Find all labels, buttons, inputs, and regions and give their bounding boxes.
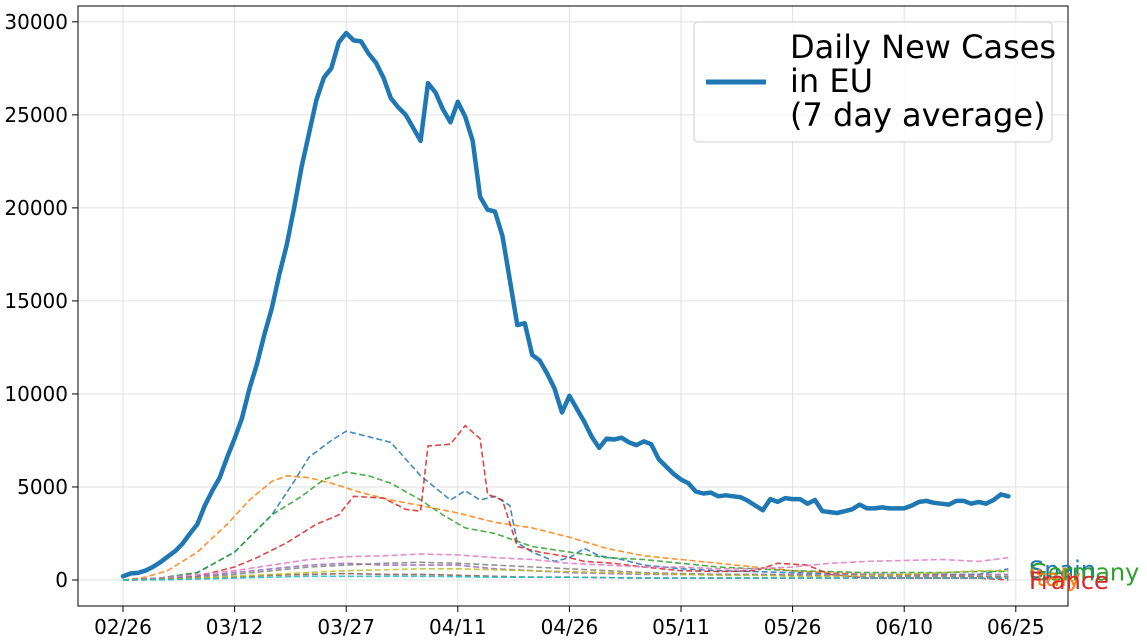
country-series-line: [122, 430, 1009, 581]
x-tick-label: 05/11: [652, 615, 710, 639]
x-tick-label: 02/26: [94, 615, 152, 639]
country-series-line: [122, 471, 1009, 581]
country-series-line: [122, 562, 1009, 581]
end-label: Italy: [1029, 564, 1081, 592]
legend-box: [693, 21, 1053, 143]
country-series-line: [122, 568, 1009, 581]
legend-line-3: (7 day average): [790, 96, 1046, 134]
x-tick-label: 05/26: [764, 615, 822, 639]
end-label: Germany: [1029, 559, 1139, 587]
country-series-line: [122, 424, 1009, 581]
y-tick-label: 30000: [4, 10, 68, 34]
y-tick-label: 25000: [4, 103, 68, 127]
y-tick-label: 15000: [4, 289, 68, 313]
country-series-line: [122, 553, 1009, 581]
y-axis: 0 5000 10000 15000 20000 25000 30000: [4, 10, 78, 592]
eu-series-line: [120, 30, 1011, 579]
legend: Daily New Cases in EU (7 day average): [693, 21, 1056, 143]
y-tick-label: 5000: [17, 475, 68, 499]
y-tick-label: 20000: [4, 196, 68, 220]
end-label: France: [1029, 567, 1109, 595]
x-tick-label: 04/11: [429, 615, 487, 639]
x-axis: 02/26 03/12 03/27 04/11 04/26 05/11 05/26 06/10…: [94, 606, 1045, 639]
legend-line-1: Daily New Cases: [790, 28, 1056, 66]
x-tick-label: 06/25: [987, 615, 1045, 639]
x-tick-label: 03/12: [206, 615, 264, 639]
country-lines: [122, 424, 1009, 581]
eu-line-group: [120, 30, 1011, 579]
x-tick-label: 04/26: [541, 615, 599, 639]
x-tick-label: 06/10: [875, 615, 933, 639]
plot-frame: [77, 5, 1069, 607]
end-label: Spain: [1029, 556, 1096, 584]
grid: [78, 6, 1068, 606]
country-series-line: [122, 575, 1009, 581]
country-series-line: [122, 561, 1009, 581]
y-tick-label: 10000: [4, 382, 68, 406]
y-tick-label: 0: [55, 568, 68, 592]
legend-line-2: in EU: [790, 62, 873, 100]
country-series-line: [122, 474, 1009, 581]
x-tick-label: 03/27: [317, 615, 375, 639]
